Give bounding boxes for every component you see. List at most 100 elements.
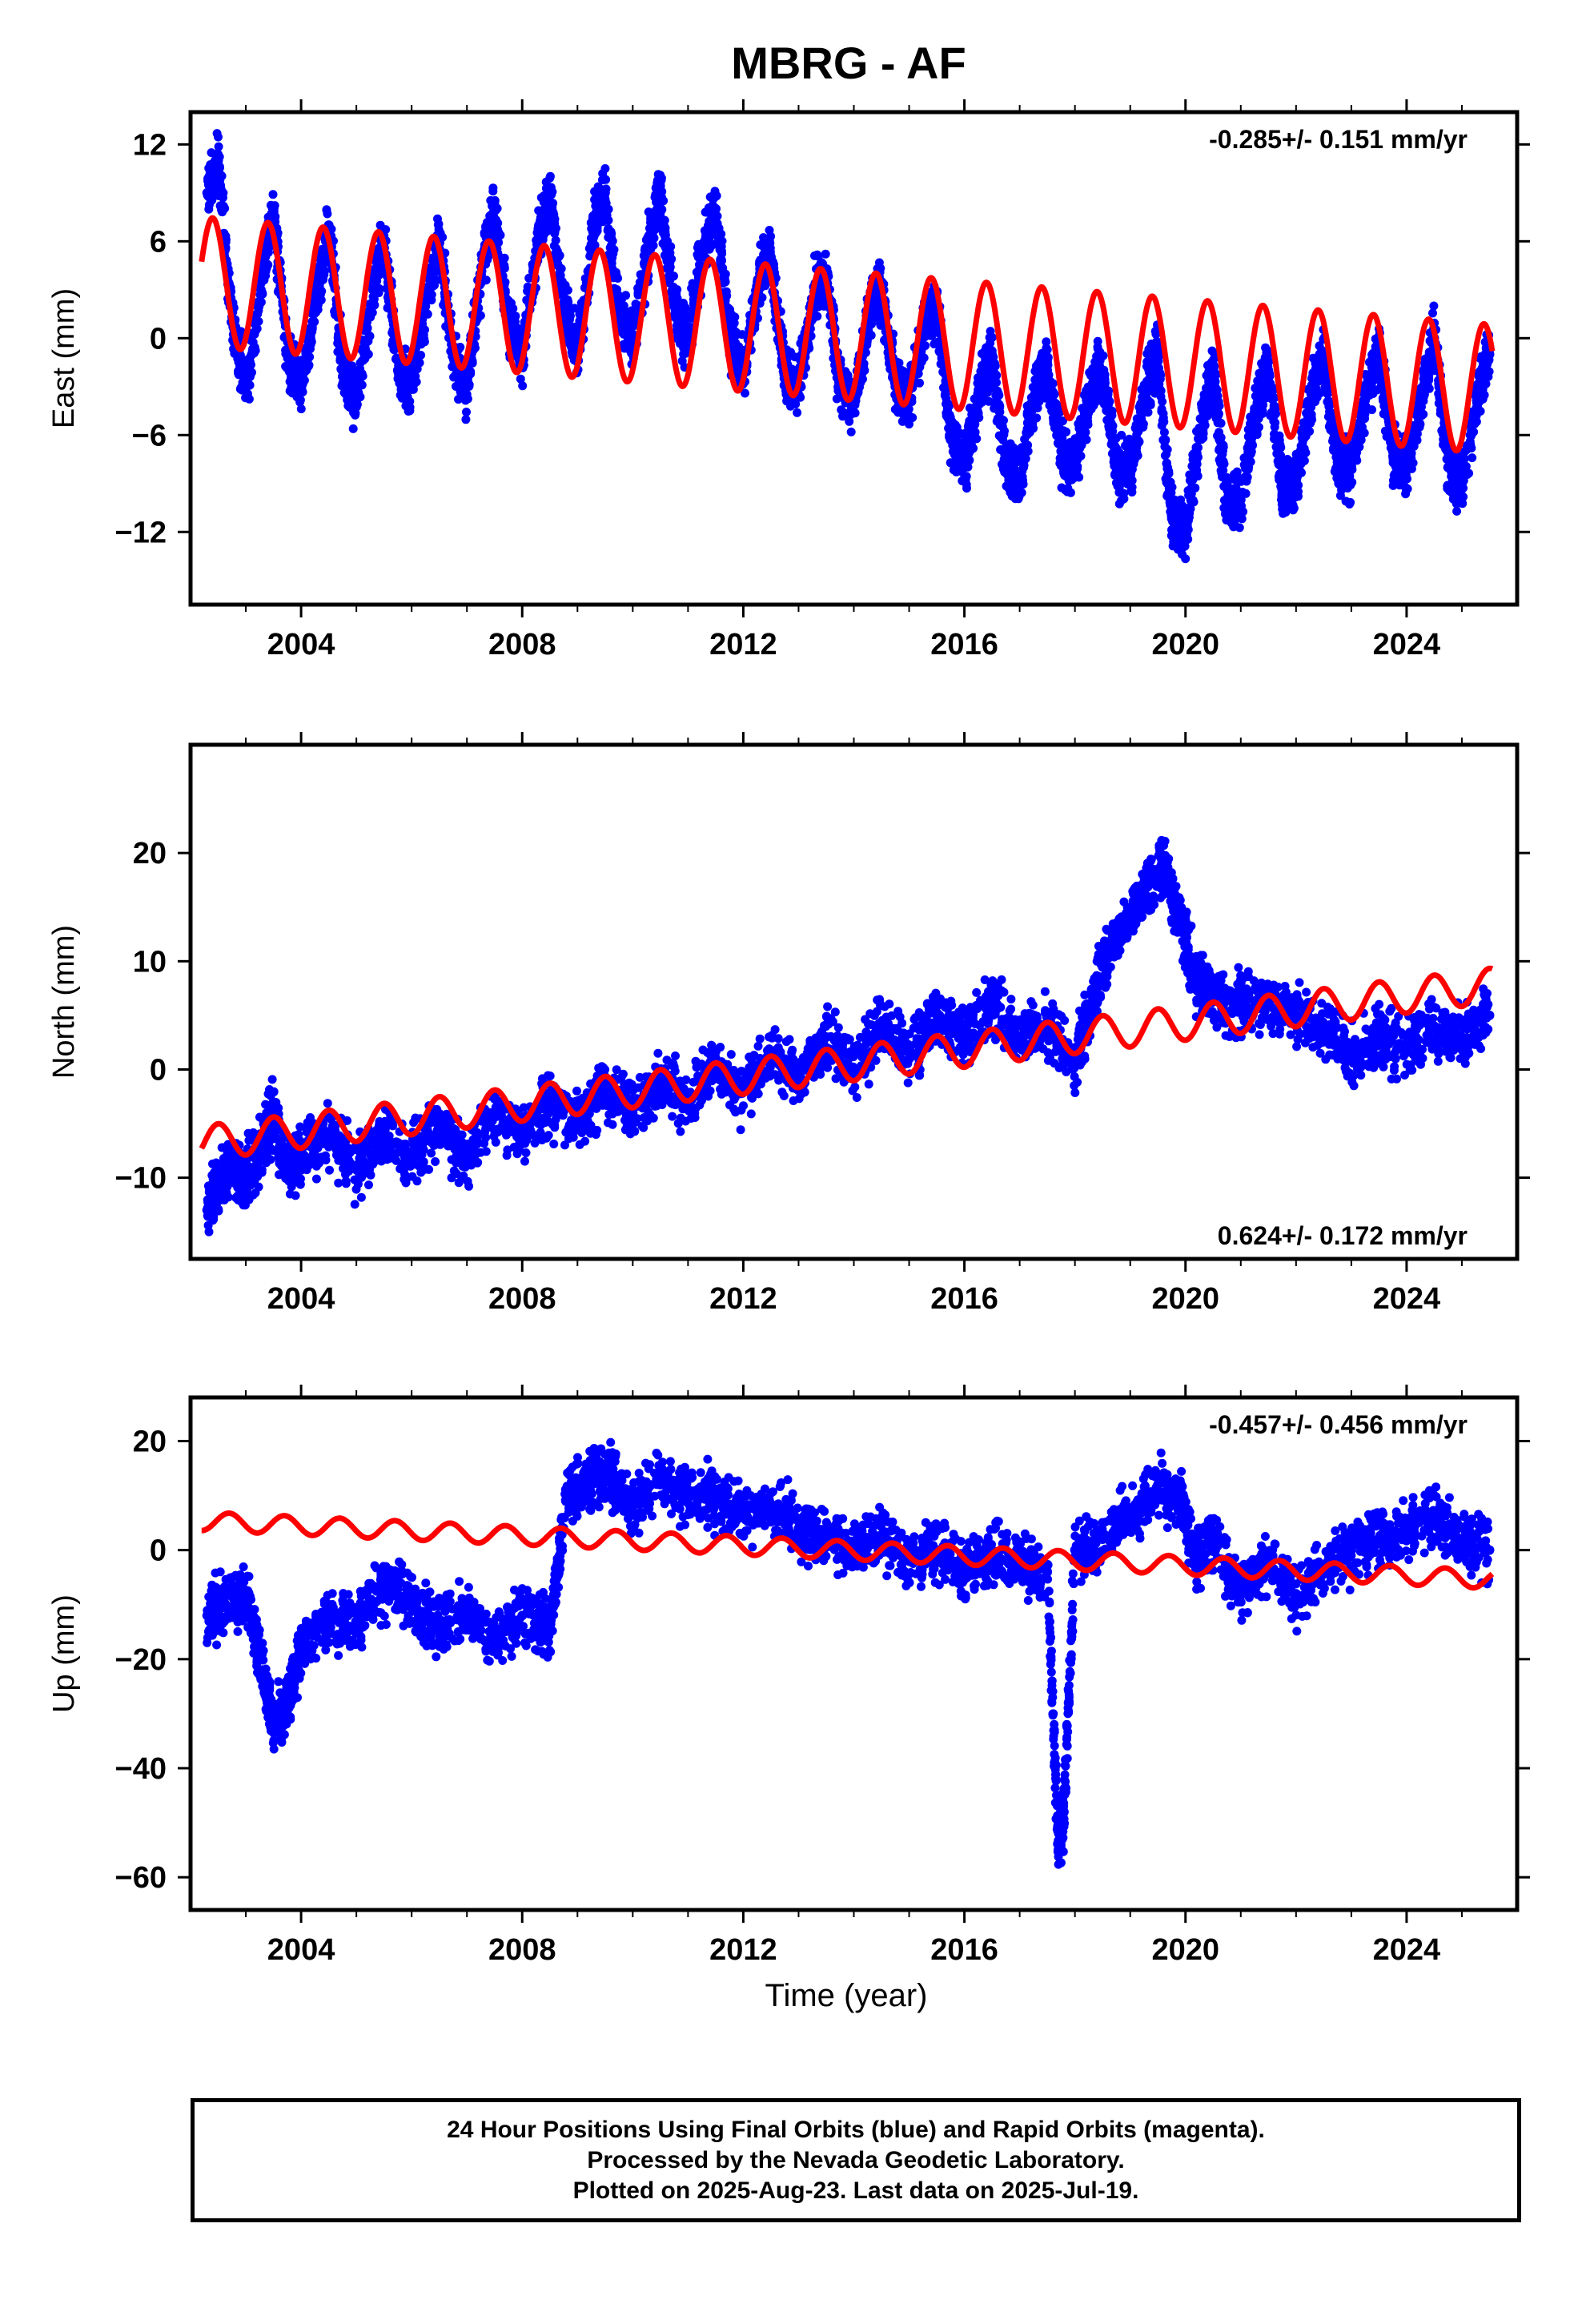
east-data-point [233,354,243,364]
east-data-point [296,404,306,414]
east-data-point [319,251,328,261]
east-data-point [611,267,620,277]
east-data-point [1158,408,1168,418]
east-data-point [390,345,399,355]
east-data-point [423,309,432,319]
east-data-point [516,374,525,384]
east-data-point [1178,543,1187,553]
east-data-point [665,252,675,262]
east-data-point [471,344,480,352]
east-data-point [301,346,311,356]
east-data-point [765,236,774,245]
east-data-point [359,344,368,353]
east-data-point [1098,351,1108,360]
east-data-point [1143,408,1153,417]
east-data-point [1106,419,1116,428]
east-data-point [245,366,255,376]
east-data-point [725,305,735,314]
figure-title: MBRG - AF [731,38,966,88]
east-data-point [661,227,670,236]
east-data-point [370,300,379,310]
east-data-point [1132,422,1142,432]
east-data-point [1105,411,1114,420]
east-data-point [363,349,373,359]
east-data-point [481,275,491,285]
east-data-point [357,380,367,390]
east-data-point [461,415,471,424]
east-data-point [1022,418,1032,428]
east-data-point [504,296,513,305]
east-data-point [714,223,724,233]
east-data-point [523,287,532,296]
east-data-point [383,304,392,312]
east-data-point [1062,487,1072,497]
east-data-point [547,223,556,232]
east-data-point [962,472,971,481]
east-data-point [893,408,903,417]
east-data-point [996,432,1006,442]
east-data-point [401,401,411,411]
east-data-point [1145,397,1154,407]
east-data-point [1087,368,1097,378]
east-data-point [717,242,726,251]
east-data-point [936,360,946,368]
east-data-point [962,428,971,437]
east-data-point [962,480,971,489]
east-data-point [564,339,574,348]
east-data-point [607,241,616,250]
east-data-point [348,424,358,433]
east-data-point [1043,354,1053,364]
east-data-point [492,220,502,230]
east-data-point [268,190,278,199]
east-data-point [420,325,429,335]
east-data-point [813,312,822,321]
east-data-point [992,416,1002,426]
east-data-point [552,243,561,253]
east-data-point [601,175,611,184]
east-data-point [235,364,245,373]
east-data-point [1167,525,1177,535]
east-data-point [601,202,611,211]
east-data-point [553,259,563,268]
east-data-point [219,193,227,203]
east-data-point [1156,392,1166,401]
east-data-point [952,423,962,432]
east-data-point [966,440,976,449]
east-data-point [1161,435,1170,444]
east-data-point [464,371,473,380]
east-data-point [560,280,570,290]
east-data-point [564,320,572,329]
east-data-point [341,375,351,384]
east-data-point [842,370,852,380]
east-data-point [518,381,528,391]
east-data-point [271,217,280,227]
east-data-point [452,382,460,391]
east-data-point [1150,327,1160,336]
east-plot-area [199,129,1496,564]
east-data-point [1020,435,1030,444]
east-data-point [488,187,498,196]
east-data-point [712,191,721,200]
east-data-point [313,305,323,315]
east-data-point [408,368,418,378]
east-data-point [846,427,856,436]
east-data-point [1159,428,1169,437]
east-data-point [989,374,998,384]
east-data-point [545,171,555,181]
east-data-point [977,349,986,359]
east-data-point [979,395,989,404]
east-data-point [221,235,231,244]
east-data-point [1126,471,1135,480]
east-data-point [540,215,548,225]
east-data-point [365,332,375,341]
east-data-point [720,272,729,282]
east-data-point [1164,468,1173,476]
east-data-point [630,307,640,316]
east-data-point [1117,496,1126,505]
east-data-point [548,199,558,208]
east-data-point [1042,345,1052,355]
east-data-point [793,408,802,417]
east-data-point [866,331,876,340]
east-data-point [415,358,424,368]
east-data-point [987,332,997,342]
